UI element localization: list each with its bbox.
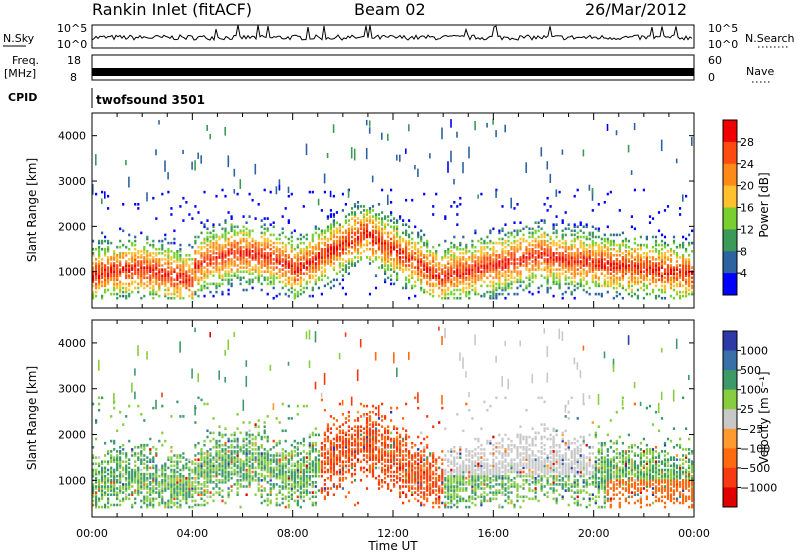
noise-panel: N.Sky 10^5 10^0 10^5 10^0 N.Search — [3, 22, 795, 51]
freq-tick-bottom: 8 — [70, 71, 77, 84]
x-tick-label: 12:00 — [377, 527, 409, 540]
colorbar-tick-label: 1000 — [740, 345, 768, 358]
colorbar-tick-label: 12 — [740, 223, 754, 236]
colorbar-tick-label: 24 — [740, 158, 754, 171]
colorbar-tick-label: 20 — [740, 180, 754, 193]
colorbar-tick-label: −1000 — [740, 481, 777, 494]
x-tick-label: 00:00 — [678, 527, 710, 540]
nave-tick-top: 60 — [708, 54, 722, 67]
colorbar-tick-label: 100 — [740, 384, 761, 397]
colorbar-swatch — [723, 331, 737, 352]
y-tick-label: 2000 — [58, 220, 86, 233]
colorbar-swatch — [723, 141, 737, 165]
y-tick-label: 3000 — [58, 175, 86, 188]
colorbar-swatch — [723, 229, 737, 252]
y-tick-label: 3000 — [58, 383, 86, 396]
x-tick-label: 20:00 — [578, 527, 610, 540]
noise-tick-top-right: 10^5 — [708, 22, 738, 35]
velocity-colorbar-label: Velocity [m s⁻¹] — [757, 371, 771, 464]
cpid-panel: CPID twofsound 3501 — [8, 88, 205, 108]
colorbar-tick-label: −100 — [740, 442, 770, 455]
freq-tick-top: 18 — [67, 54, 81, 67]
colorbar-swatch — [723, 207, 737, 230]
colorbar-swatch — [723, 448, 737, 469]
colorbar-swatch — [723, 163, 737, 187]
power-colorbar-label: Power [dB] — [757, 172, 771, 237]
colorbar-swatch — [723, 120, 737, 143]
power-panel: 1000 2000 3000 4000 Slant Range [km] 28 24 20… — [25, 112, 771, 309]
colorbar-swatch — [723, 185, 737, 208]
colorbar-tick-label: −25 — [740, 423, 763, 436]
beam-title: Beam 02 — [354, 0, 426, 19]
cpid-value: twofsound 3501 — [96, 93, 205, 107]
noise-tick-bottom: 10^0 — [57, 38, 87, 51]
x-tick-label: 08:00 — [277, 527, 309, 540]
colorbar-swatch — [723, 409, 737, 430]
colorbar-swatch — [723, 487, 737, 508]
frequency-band — [92, 68, 694, 76]
velocity-panel: 1000 2000 3000 4000 Slant Range [km] 1000 50… — [25, 319, 777, 553]
nave-label: Nave — [746, 65, 774, 78]
frequency-panel: Freq. [MHz] 18 8 60 0 Nave — [4, 54, 774, 84]
colorbar-tick-label: 25 — [740, 403, 754, 416]
noise-left-label: N.Sky — [3, 32, 35, 45]
nave-tick-bottom: 0 — [708, 71, 715, 84]
noise-tick-bottom-right: 10^0 — [708, 38, 738, 51]
colorbar-tick-label: 500 — [740, 364, 761, 377]
velocity-y-label: Slant Range [km] — [25, 366, 39, 470]
velocity-colorbar: 1000 500 100 25 −25 −100 −500 −1000 — [722, 330, 777, 508]
colorbar-swatch — [723, 428, 737, 449]
freq-label-2: [MHz] — [4, 67, 36, 80]
y-tick-label: 1000 — [58, 474, 86, 487]
colorbar-tick-label: 8 — [740, 245, 747, 258]
noise-tick-top: 10^5 — [57, 22, 87, 35]
noise-right-label: N.Search — [745, 32, 795, 45]
colorbar-tick-label: 4 — [740, 267, 747, 280]
y-tick-label: 2000 — [58, 429, 86, 442]
station-title: Rankin Inlet (fitACF) — [92, 0, 253, 19]
date-title: 26/Mar/2012 — [585, 0, 688, 19]
power-y-label: Slant Range [km] — [25, 158, 39, 262]
colorbar-swatch — [723, 467, 737, 488]
x-tick-label: 16:00 — [477, 527, 509, 540]
freq-label-1: Freq. — [12, 54, 39, 67]
colorbar-tick-label: −500 — [740, 462, 770, 475]
cpid-label: CPID — [8, 91, 37, 104]
colorbar-swatch — [723, 273, 737, 296]
colorbar-swatch — [723, 350, 737, 371]
colorbar-swatch — [723, 370, 737, 391]
colorbar-tick-label: 28 — [740, 136, 754, 149]
power-colorbar: 28 24 20 16 12 8 4 — [722, 119, 754, 296]
x-tick-label: 04:00 — [176, 527, 208, 540]
y-tick-label: 4000 — [58, 130, 86, 143]
y-tick-label: 1000 — [58, 266, 86, 279]
x-tick-label: 00:00 — [76, 527, 108, 540]
y-tick-label: 4000 — [58, 337, 86, 350]
colorbar-swatch — [723, 251, 737, 274]
colorbar-swatch — [723, 389, 737, 410]
power-heatmap — [92, 119, 694, 300]
colorbar-tick-label: 16 — [740, 202, 754, 215]
x-axis-label: Time UT — [367, 539, 418, 553]
velocity-heatmap — [92, 326, 694, 509]
noise-trace — [91, 24, 693, 42]
